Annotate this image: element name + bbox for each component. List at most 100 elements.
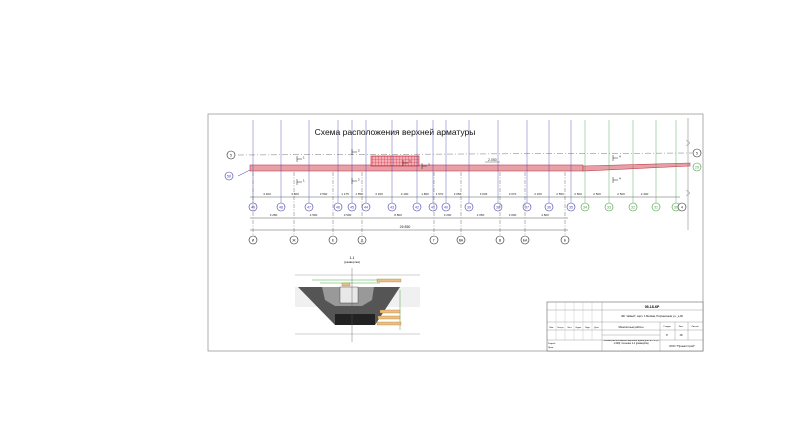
axis-bubble bbox=[604, 202, 614, 212]
axis-bubble-label: 37 bbox=[525, 205, 529, 209]
axis-bubble bbox=[347, 202, 357, 212]
sheet-name: Монолитные работы bbox=[619, 325, 644, 329]
axis-line-5 bbox=[237, 152, 693, 156]
sheet-frame bbox=[207, 113, 704, 352]
letter-axis-bubble bbox=[456, 235, 466, 245]
dimension-mid: 4 500 bbox=[310, 213, 318, 217]
axis-bubble-label: 47 bbox=[307, 205, 311, 209]
letter-axis-bubble bbox=[429, 235, 439, 245]
axis-bubble bbox=[441, 202, 451, 212]
axis-bubble bbox=[628, 202, 638, 212]
letter-axis-bubble-label: Ж bbox=[292, 238, 296, 242]
left-axis-bubble bbox=[224, 171, 234, 181]
title-block-row-header: Лист bbox=[567, 327, 571, 329]
dimension-top: 2 500 bbox=[574, 192, 582, 196]
dimension-mid: 3 500 bbox=[344, 213, 352, 217]
axis-bubble-label: 39 bbox=[467, 205, 471, 209]
letter-axis-bubble-label: ВА bbox=[459, 238, 464, 242]
section-mark-label: 2 bbox=[358, 178, 360, 182]
title-block-row-header: Кол.уч bbox=[558, 327, 564, 329]
axis-bubble bbox=[566, 202, 576, 212]
dimension-top: 1 550 bbox=[355, 192, 363, 196]
axis-bubble-label: 33 bbox=[607, 205, 611, 209]
sheet-header: Лист bbox=[679, 326, 684, 328]
dimension-mid: 3 000 bbox=[509, 213, 517, 217]
axis-bubble bbox=[333, 202, 343, 212]
letter-axis-bubble bbox=[289, 235, 299, 245]
dimension-top: 2 400 bbox=[641, 192, 649, 196]
axis-bubble bbox=[651, 202, 661, 212]
section-mark-label: 2 bbox=[358, 149, 360, 153]
axis-bubble-label: 45 bbox=[350, 205, 354, 209]
letter-axis-bubble-label: Б bbox=[564, 238, 567, 242]
letter-axis-bubble bbox=[328, 235, 338, 245]
section-mark bbox=[296, 179, 302, 185]
dimension-mid: 4 800 bbox=[541, 213, 549, 217]
dimension-top: 3 500 bbox=[291, 192, 299, 196]
right-axis-bubble-label: 4 bbox=[681, 205, 683, 209]
left-axis-bubble-label: 5 bbox=[230, 153, 232, 157]
drawing-name: Схема расположения верхней арматуры ФП-1… bbox=[603, 340, 659, 345]
section-callouts bbox=[341, 278, 402, 326]
axis-bubble-label: 41 bbox=[431, 205, 435, 209]
role-checker: Пров. bbox=[548, 347, 554, 349]
axis-bubble bbox=[387, 202, 397, 212]
section-base bbox=[335, 314, 375, 325]
section-mark bbox=[612, 177, 618, 183]
dimension-top: 1 800 bbox=[421, 192, 429, 196]
axis-bubble bbox=[580, 202, 590, 212]
section-mark bbox=[351, 149, 357, 155]
axis-bubble-label: 31 bbox=[654, 205, 658, 209]
dimension-top: 2 050 bbox=[454, 192, 462, 196]
letter-axis-bubble bbox=[520, 235, 530, 245]
section-mark bbox=[296, 156, 302, 162]
axis-markers: 49 48 47 46 45 44 43 42 41 40 39 38 37 36 35 34 33 32 31 30… bbox=[224, 120, 702, 245]
title-block-row-header: Подп. bbox=[585, 327, 591, 329]
right-axis-bubble-label: 5 bbox=[696, 151, 698, 155]
dim-total: 26 850 bbox=[400, 225, 411, 229]
axis-bubble bbox=[544, 202, 554, 212]
section-detail: 1-1 (развертка) bbox=[295, 256, 420, 342]
stage-header: Стадия bbox=[663, 326, 671, 328]
title-block-row-header: Дата bbox=[594, 327, 599, 329]
company-name: ООО "Проектстрой" bbox=[669, 344, 695, 348]
dimension-top: 1 175 bbox=[341, 192, 349, 196]
section-mark bbox=[402, 160, 408, 166]
beam-strip-tail bbox=[582, 162, 691, 172]
letter-axis-bubble-label: БА bbox=[523, 238, 528, 242]
axis-bubble-label: 46 bbox=[336, 205, 340, 209]
drawing-code: 05-18-КР bbox=[645, 305, 660, 309]
section-mark-label: 4 bbox=[619, 155, 621, 159]
break-line bbox=[685, 118, 691, 230]
section-pit bbox=[339, 286, 359, 304]
dimension-top: 1 570 bbox=[436, 192, 444, 196]
dimension-mid: 8 800 bbox=[394, 213, 402, 217]
axis-bubble-label: 30 bbox=[674, 205, 678, 209]
dimension-top: 3 400 bbox=[263, 192, 271, 196]
dimension-top: 2 500 bbox=[593, 192, 601, 196]
role-developer: Разраб. bbox=[548, 343, 556, 345]
letter-axis-bubble-label: Е bbox=[332, 238, 335, 242]
section-mark-label: 3 bbox=[409, 160, 411, 164]
axis-bubble bbox=[428, 202, 438, 212]
left-axis-bubble bbox=[226, 150, 236, 160]
axis-bubble-label: 36 bbox=[547, 205, 551, 209]
dimension-mid: 3 280 bbox=[270, 213, 278, 217]
dimension-mid: 4 650 bbox=[477, 213, 485, 217]
right-axis-bubble bbox=[692, 148, 702, 158]
letter-axis-bubble-label: Г bbox=[433, 238, 435, 242]
left-axis-bubble-label: 5б bbox=[227, 174, 231, 178]
letter-axis-bubble-label: И bbox=[252, 238, 255, 242]
hatched-zone bbox=[370, 155, 420, 167]
dimension-top: 2 500 bbox=[617, 192, 625, 196]
project-name: ЖК "Новый", корп. 1 Москва, Пограничная … bbox=[621, 314, 683, 318]
right-axis-bubble-label: 29 bbox=[695, 165, 699, 169]
letter-axis-bubble-label: Д bbox=[361, 238, 364, 242]
sheets-header: Листов bbox=[691, 326, 699, 328]
axis-bubble-label: 34 bbox=[583, 205, 587, 209]
title-block-row-header: Изм. bbox=[549, 327, 554, 329]
axis-bubble-label: 35 bbox=[569, 205, 573, 209]
letter-axis-bubble bbox=[357, 235, 367, 245]
letter-axis-bubble bbox=[495, 235, 505, 245]
